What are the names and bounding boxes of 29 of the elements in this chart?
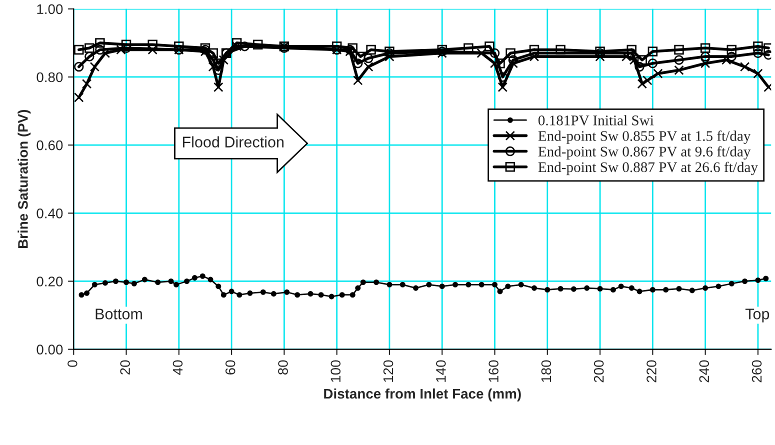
x-tick-label: 20 [120,360,130,374]
legend-label: 0.181PV Initial Swi [538,115,654,126]
x-tick-label: 180 [541,360,552,382]
x-tick-label: 220 [646,360,656,382]
legend-label: End-point Sw 0.887 PV at 26.6 ft/day [538,162,758,176]
y-tick-label: 0.20 [36,276,63,286]
x-tick-label: 260 [752,360,762,382]
x-tick-label: 200 [594,360,604,382]
x-tick-label: 0 [68,360,78,367]
x-tick-label: 120 [383,360,394,382]
y-tick-label: 0.60 [36,140,63,150]
y-axis-title: Brine Saturation (PV) [18,110,31,248]
x-tick-label: 60 [225,360,236,374]
y-tick-label: 1.00 [37,4,63,14]
x-tick-label: 140 [436,360,446,382]
legend-label: End-point Sw 0.867 PV at 9.6 ft/day [538,146,751,160]
x-tick-label: 40 [172,360,183,375]
x-tick-label: 100 [330,360,341,382]
annotation: Top [745,308,770,322]
x-axis-title: Distance from Inlet Face (mm) [324,388,521,402]
x-tick-label: 80 [278,360,288,375]
annotation: Flood Direction [182,136,284,148]
annotation: Bottom [96,308,142,320]
x-tick-label: 240 [699,360,710,382]
y-tick-label: 0.80 [36,72,63,82]
x-tick-label: 160 [488,360,498,382]
y-tick-label: 0.00 [36,344,63,354]
y-tick-label: 0.40 [36,208,63,218]
legend-label: End-point Sw 0.855 PV at 1.5 ft/day [538,130,751,144]
